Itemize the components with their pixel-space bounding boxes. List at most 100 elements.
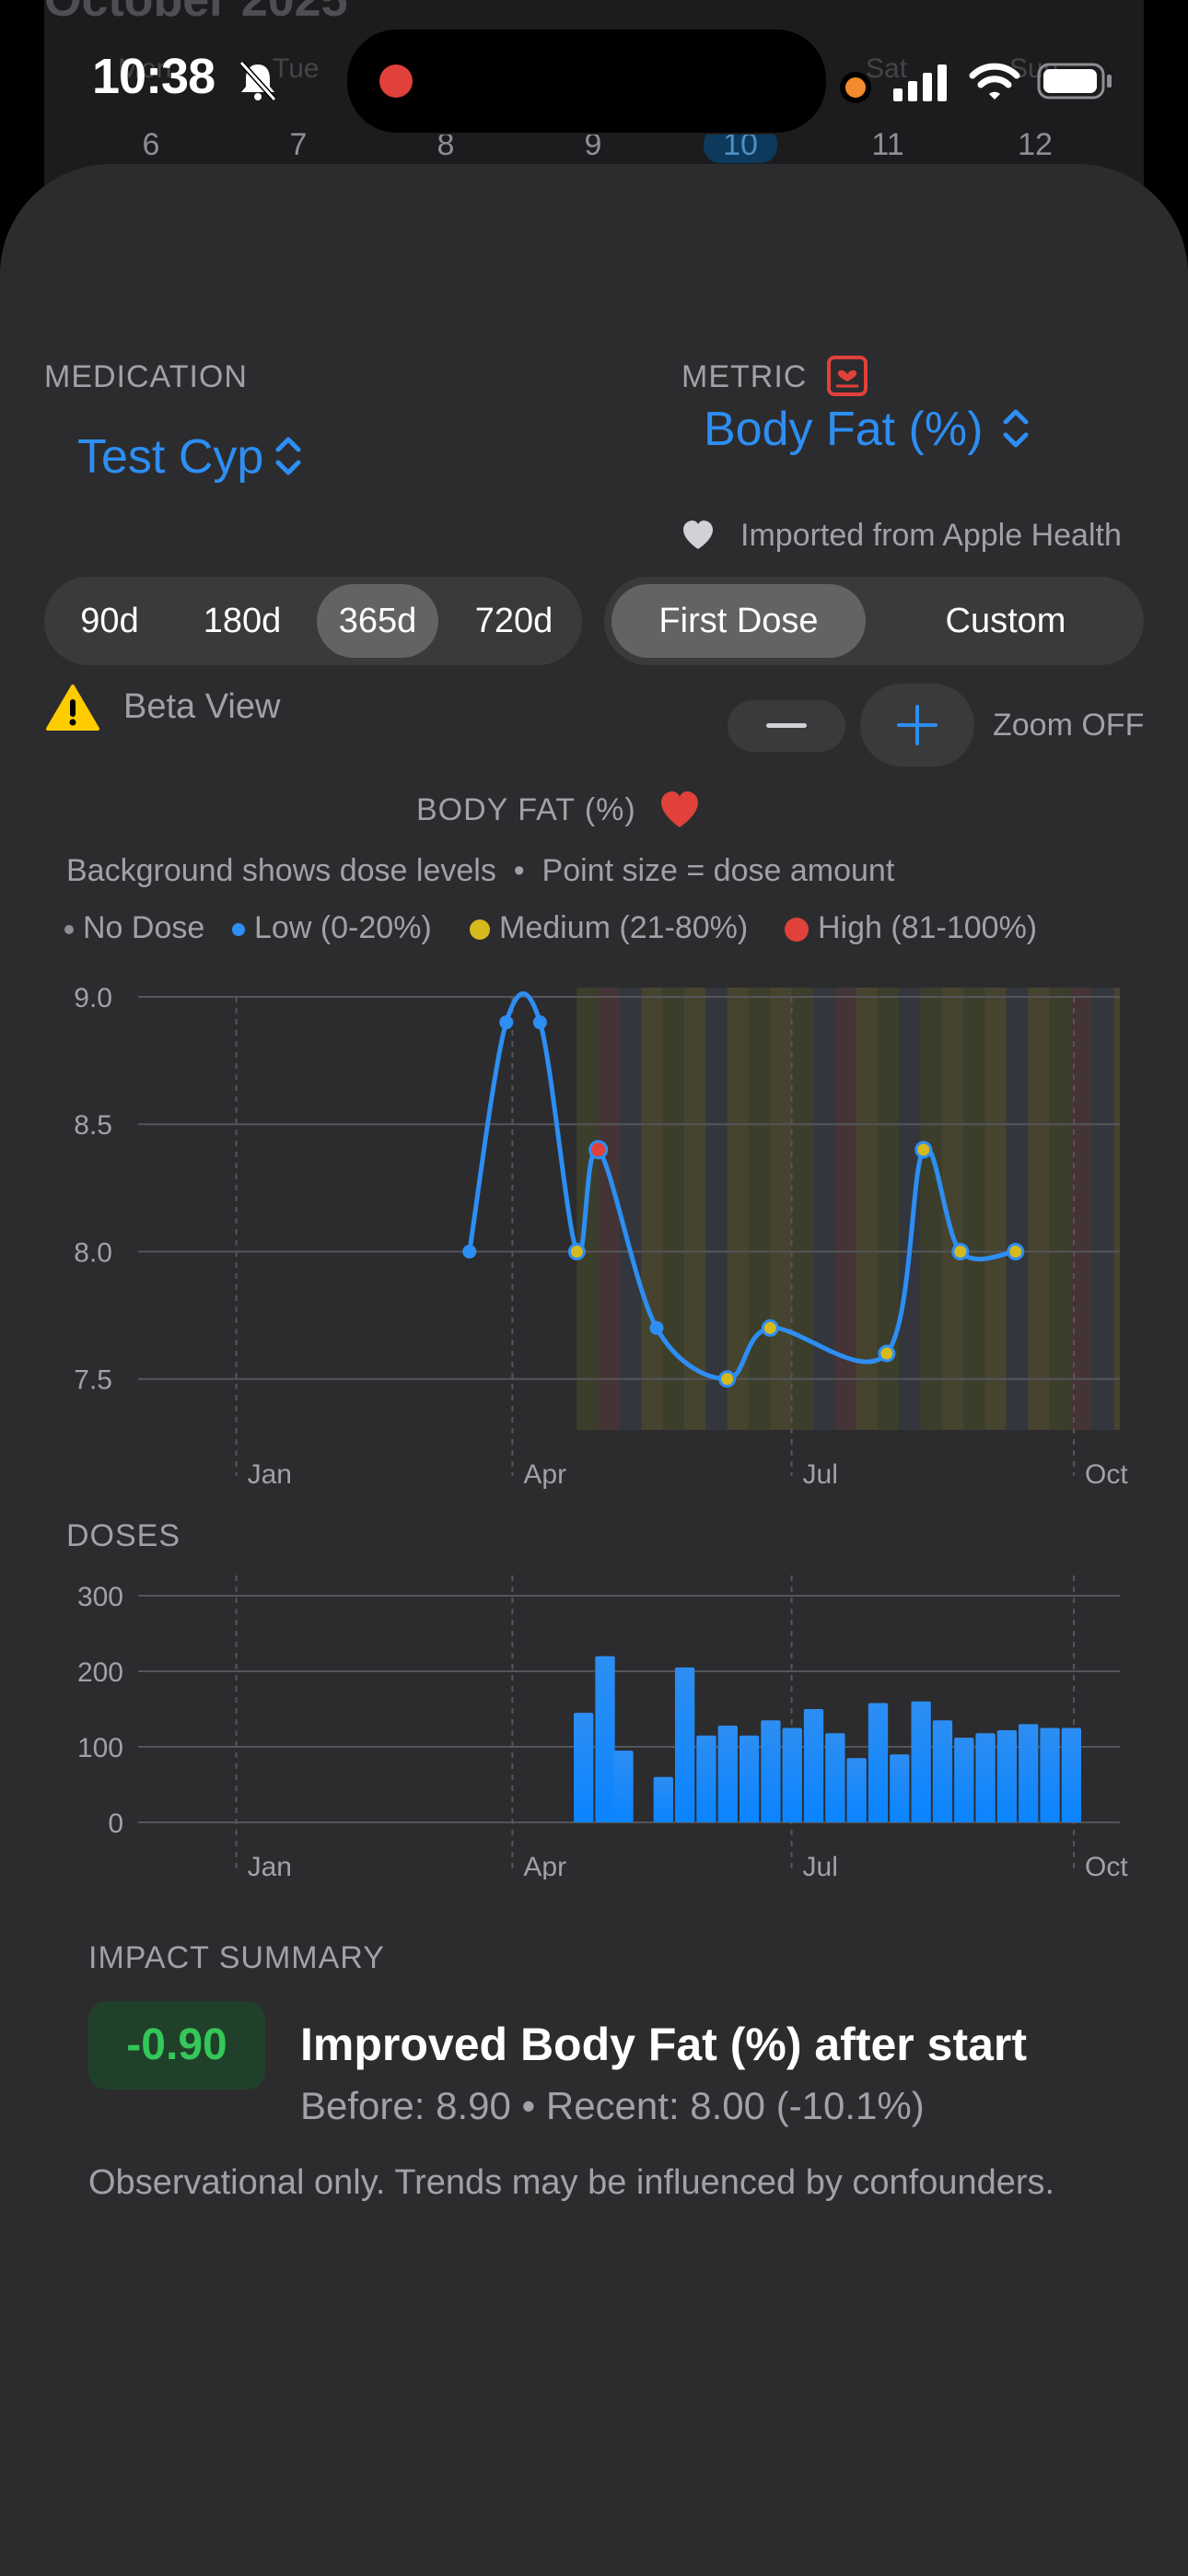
dose-level-band [941,988,964,1430]
chart-subtitle-dose: Background shows dose levels [66,853,496,888]
dose-level-band [683,988,706,1430]
range-90d[interactable]: 90d [80,602,139,640]
y-tick-label: 8.0 [74,1237,112,1268]
dose-level-band [727,988,749,1430]
dose-bar [846,1758,867,1822]
dose-bar [653,1776,673,1822]
medication-picker[interactable]: Test Cyp [77,430,264,484]
dose-bar [911,1701,931,1822]
dose-bar [890,1754,910,1822]
zoom-in-button[interactable] [860,684,974,767]
legend-label: Medium (21-80%) [499,910,749,945]
legend-dot [470,919,490,941]
dose-bar [739,1735,760,1822]
dose-bar [674,1667,695,1822]
dose-level-band [598,988,621,1430]
data-point [532,1015,547,1030]
mode-custom[interactable]: Custom [945,602,1066,640]
range-720d[interactable]: 720d [474,602,553,640]
mic-indicator-icon [840,72,871,103]
silent-bell-icon [239,60,277,102]
y-tick-label: 7.5 [74,1365,112,1396]
data-point [499,1015,514,1030]
impact-delta-badge: -0.90 [88,2001,265,2090]
y-tick-label: 0 [108,1809,123,1839]
background-day: 8 [437,127,455,162]
background-weekday: Mon [118,53,172,84]
impact-detail: Before: 8.90 • Recent: 8.00 (-10.1%) [300,2084,925,2127]
impact-note: Observational only. Trends may be influe… [88,2163,1055,2202]
data-source-label: Imported from Apple Health [740,518,1122,553]
body-fat-chart[interactable]: 7.5 8.0 8.5 9.0 Jan Apr Jul Oct [0,958,1188,1493]
legend-dot [64,925,74,935]
legend-high: High (81-100%) [785,910,1037,946]
legend-label: Low (0-20%) [254,910,432,945]
dose-bar [1040,1727,1060,1822]
legend-dot [785,918,809,943]
background-day: 11 [871,127,904,162]
impact-summary-label: IMPACT SUMMARY [88,1940,385,1975]
dose-level-band [791,988,813,1430]
mode-first-dose[interactable]: First Dose [611,584,866,658]
dose-bar [696,1735,716,1822]
doses-chart-title: DOSES [66,1518,181,1553]
legend-medium: Medium (21-80%) [470,910,748,946]
range-segmented-control: 90d 180d 365d 720d [44,577,582,665]
beta-view-label: Beta View [123,687,281,726]
dose-level-band [770,988,792,1430]
dose-bar [932,1720,953,1822]
dose-level-band [984,988,1007,1430]
chart-subtitle: Background shows dose levels • Point siz… [66,853,894,889]
x-tick-label: Apr [523,1459,566,1490]
dose-level-band [920,988,942,1430]
dose-bar [825,1733,845,1822]
chevron-up-down-icon[interactable] [1000,405,1031,451]
dose-bar [717,1726,738,1822]
data-point [462,1244,477,1259]
dose-level-band [834,988,856,1430]
warning-icon [46,685,99,731]
dose-bar [1019,1724,1039,1822]
data-point [761,1318,779,1337]
chevron-up-down-icon[interactable] [273,433,304,479]
doses-chart[interactable]: 0 100 200 300 Jan Apr Jul Oct [0,1575,1188,1879]
mode-segmented-control: First Dose Custom [604,577,1144,665]
range-365d[interactable]: 365d [317,584,438,658]
background-day: 6 [142,127,160,162]
background-weekday: Tue [273,53,320,84]
chart-subtitle-point: Point size = dose amount [542,853,895,888]
dose-level-band [1092,988,1114,1430]
dose-level-band [705,988,728,1430]
dose-level-band [748,988,771,1430]
minus-icon [766,723,807,728]
data-point [649,1320,664,1335]
dose-level-band [662,988,684,1430]
dose-level-band [641,988,663,1430]
dose-bar [595,1656,615,1822]
y-tick-label: 300 [77,1582,123,1612]
data-point [588,1140,609,1160]
dose-bar [1061,1727,1082,1822]
x-tick-label: Jan [248,1852,292,1879]
dose-level-band [899,988,921,1430]
metric-picker[interactable]: Body Fat (%) [704,403,984,456]
y-tick-label: 100 [77,1733,123,1763]
dose-level-band [812,988,835,1430]
plus-icon [897,705,938,745]
heart-icon [683,521,713,549]
dose-level-band [1028,988,1050,1430]
x-tick-label: Jan [248,1459,292,1490]
dose-bar [954,1738,974,1822]
data-point [914,1141,933,1159]
legend-no-dose: No Dose [64,910,204,946]
dose-bar [996,1729,1018,1822]
data-point [718,1370,737,1388]
impact-title: Improved Body Fat (%) after start [300,2019,1028,2070]
range-180d[interactable]: 180d [203,602,282,640]
y-tick-label: 8.5 [74,1110,112,1141]
dose-level-band [1049,988,1071,1430]
dose-level-band [620,988,642,1430]
recording-icon [379,64,413,98]
cellular-signal-icon [893,64,947,101]
zoom-out-button[interactable] [728,700,845,752]
